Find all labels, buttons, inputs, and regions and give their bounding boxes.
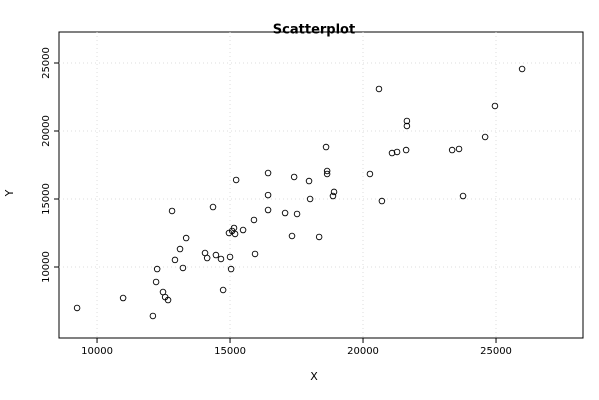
point <box>290 173 298 181</box>
point <box>329 192 337 200</box>
point <box>481 133 489 141</box>
point <box>231 230 239 238</box>
point <box>171 256 179 264</box>
point <box>264 169 272 177</box>
x-axis-label: X <box>310 370 318 383</box>
point <box>176 245 184 253</box>
point <box>239 226 247 234</box>
point <box>518 65 526 73</box>
point <box>119 294 127 302</box>
point <box>168 207 176 215</box>
point <box>264 191 272 199</box>
point <box>402 146 410 154</box>
point <box>306 195 314 203</box>
point <box>219 286 227 294</box>
point <box>250 216 258 224</box>
point <box>212 251 220 259</box>
point <box>164 296 172 304</box>
x-tick-label: 15000 <box>214 346 246 357</box>
point <box>366 170 374 178</box>
point <box>305 177 313 185</box>
point <box>455 145 463 153</box>
point <box>375 85 383 93</box>
point <box>393 148 401 156</box>
x-tick-label: 25000 <box>480 346 512 357</box>
point <box>251 250 259 258</box>
x-tick-label: 10000 <box>81 346 113 357</box>
point <box>378 197 386 205</box>
point <box>179 264 187 272</box>
point <box>203 254 211 262</box>
y-tick-label: 10000 <box>41 251 52 283</box>
point <box>73 304 81 312</box>
y-tick-label: 20000 <box>41 115 52 147</box>
point <box>288 232 296 240</box>
point <box>323 170 331 178</box>
point <box>403 117 411 125</box>
point <box>459 192 467 200</box>
point <box>149 312 157 320</box>
point <box>230 224 238 232</box>
chart-title: Scatterplot <box>273 23 355 38</box>
point <box>232 176 240 184</box>
point <box>323 167 331 175</box>
point <box>293 210 301 218</box>
point <box>225 229 233 237</box>
y-tick-label: 25000 <box>41 47 52 79</box>
point <box>264 206 272 214</box>
point <box>226 253 234 261</box>
plot-box <box>58 31 584 339</box>
point <box>403 122 411 130</box>
point <box>182 234 190 242</box>
x-tick-label: 20000 <box>347 346 379 357</box>
point <box>322 143 330 151</box>
y-tick-label: 15000 <box>41 183 52 215</box>
point <box>153 265 161 273</box>
point <box>227 265 235 273</box>
point <box>152 278 160 286</box>
y-axis-label: Y <box>3 189 16 197</box>
point <box>448 146 456 154</box>
point <box>209 203 217 211</box>
point <box>281 209 289 217</box>
point <box>330 188 338 196</box>
point <box>491 102 499 110</box>
point <box>217 255 225 263</box>
point <box>315 233 323 241</box>
